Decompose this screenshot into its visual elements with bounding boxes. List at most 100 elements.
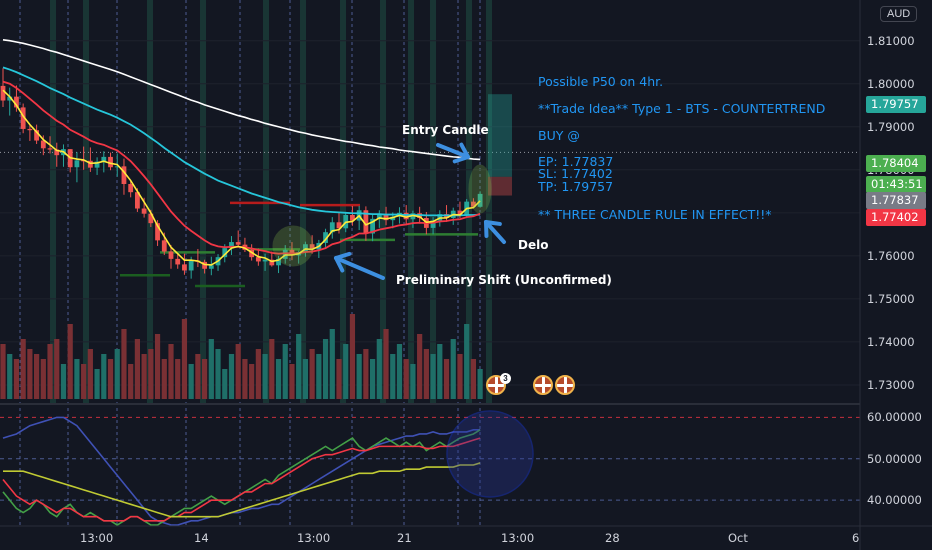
volume-bar [417,334,423,399]
volume-bar [396,344,403,399]
candle-body [14,96,19,108]
moving-average-lines [2,39,481,266]
indicator-axis-label: 60.00000 [867,410,922,425]
candle-body [94,161,100,168]
volume-bar [450,339,456,399]
annotation-title: Possible P50 on 4hr. [538,74,664,89]
indicator-axis-label: 40.00000 [867,493,922,508]
uk-flag-event-icon[interactable] [555,375,575,395]
session-band [200,0,206,405]
chart-drawings [272,94,512,280]
volume-bar [443,359,450,399]
volume-bar [54,339,60,399]
volume-bar [302,359,308,399]
candle-body [40,140,46,149]
indicator-axis-label: 50.00000 [867,451,922,466]
volume-bar [477,369,483,399]
volume-bars [0,314,483,399]
price-axis-label: 1.73000 [867,377,915,392]
candle-body [303,244,308,252]
price-axis-label: 1.74000 [867,334,915,349]
volume-bar [222,369,228,399]
candle-body [235,242,241,245]
indicator-pane [0,403,860,526]
volume-bar [255,349,261,399]
price-axis-label: 1.81000 [867,33,915,48]
time-axis-label: 14 [194,531,209,545]
candle-body [0,85,6,101]
time-axis-label: Oct [728,531,748,545]
target-zone [488,94,512,177]
volume-bar [13,359,20,399]
indicator-line [2,416,481,526]
candle-body [155,223,160,241]
price-axis-label: 1.75000 [867,291,915,306]
volume-bar [134,339,140,399]
candle-body [188,260,194,271]
candle-body [363,210,369,234]
volume-bar [235,344,241,399]
volume-bar [195,354,201,399]
volume-bar [376,339,382,399]
session-band [300,0,306,405]
candle-body [182,264,187,271]
candle-body [430,220,436,228]
volume-bar [309,349,315,399]
volume-bar [370,359,376,399]
volume-bar [154,334,161,399]
candle-body [471,201,476,207]
volume-bar [175,359,181,399]
candle-body [121,166,127,184]
candle-body [34,130,39,141]
volume-bar [356,354,362,399]
candle-body [222,248,228,258]
price-axis-label: 1.80000 [867,76,915,91]
annotation-rule: ** THREE CANDLE RULE IN EFFECT!!* [538,207,772,222]
annotation-tp: TP: 1.79757 [538,179,614,194]
annotation-trade-idea: **Trade Idea** Type 1 - BTS - COUNTERTRE… [538,101,826,116]
volume-bar [188,364,194,399]
session-band [430,0,436,405]
event-count-badge: 3 [500,373,511,384]
session-band [50,0,56,405]
candle-body [135,192,140,209]
candle-body [208,265,214,269]
volume-bar [34,354,40,399]
ema-fast-line [2,89,481,266]
volume-bar [67,324,73,399]
volume-bar [181,319,188,399]
session-band [83,0,89,405]
uk-flag-event-icon[interactable] [533,375,553,395]
volume-bar [74,359,80,399]
currency-badge[interactable]: AUD [880,6,918,22]
volume-bar [47,344,53,399]
volume-bar [107,359,114,399]
volume-bar [161,359,167,399]
price-tag: 01:43:51 [866,176,926,193]
volume-bar [275,359,282,399]
volume-bar [141,354,147,399]
volume-bar [114,349,120,399]
session-band [408,0,414,405]
candle-body [276,258,281,266]
candle-body [410,213,416,220]
shift-arrow [334,256,345,273]
ema-long-line [2,39,481,161]
volume-bar [148,349,154,399]
volume-bar [289,364,295,399]
candle-body [403,212,409,220]
candle-body [269,259,275,266]
candle-body [370,218,375,234]
volume-bar [282,344,288,399]
volume-bar [437,344,443,399]
volume-bar [202,359,208,399]
price-tag: 1.78404 [866,155,926,172]
time-axis-label: 6 [852,531,860,545]
price-tag: 1.77402 [866,209,926,226]
volume-bar [215,349,221,399]
candle-body [148,213,154,224]
candle-body [141,208,147,214]
candle-body [350,214,355,221]
candle-body [101,156,107,162]
